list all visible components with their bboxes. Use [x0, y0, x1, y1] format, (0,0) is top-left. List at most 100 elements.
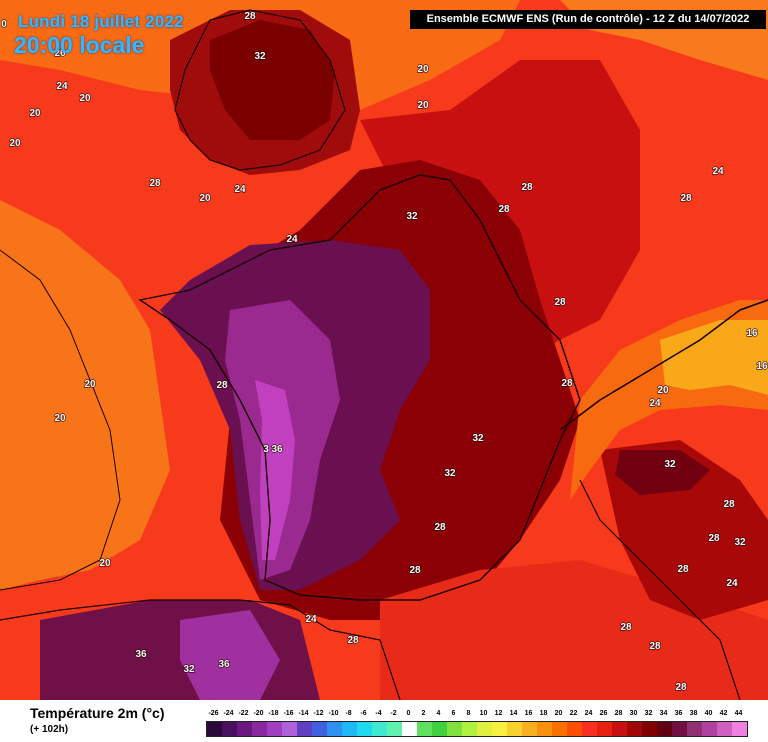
legend-tick-label: -18	[268, 710, 279, 717]
coastline-italy	[579, 479, 741, 700]
isotherm-label: 26	[54, 48, 66, 59]
legend-swatch	[207, 722, 222, 736]
legend-swatch	[327, 722, 342, 736]
legend-swatch	[672, 722, 687, 736]
legend-tick-label: 38	[689, 710, 698, 717]
time-title: 20:00 locale	[14, 32, 145, 58]
isotherm-label: 32	[444, 468, 456, 479]
isotherm-label: 28	[521, 182, 533, 193]
isotherm-label: 0	[1, 19, 7, 30]
isotherm-label: 20	[29, 108, 41, 119]
legend-swatch	[417, 722, 432, 736]
isotherm-label: 28	[723, 499, 735, 510]
legend-swatch	[462, 722, 477, 736]
legend-tick-label: -20	[253, 710, 264, 717]
isotherm-label: 20	[79, 93, 91, 104]
legend-tick-label: -26	[208, 710, 219, 717]
isotherm-label: 28	[675, 682, 687, 693]
coastline-west	[0, 249, 121, 591]
coastline-uk	[174, 9, 346, 171]
legend-tick-label: 28	[614, 710, 623, 717]
legend-tick-label: -6	[360, 710, 367, 717]
isotherm-label: 20	[84, 379, 96, 390]
legend-swatch	[477, 722, 492, 736]
isotherm-label: 24	[649, 398, 661, 409]
legend-swatch	[687, 722, 702, 736]
temperature-map: 28 32 26 24 20 20 20 20 28 24 20 24 32 28 28 24 28 28 16 16…	[0, 0, 768, 700]
isotherm-label: 32	[183, 664, 195, 675]
coastline-france	[138, 174, 581, 601]
isotherm-label: 28	[620, 622, 632, 633]
legend-tick-label: 36	[674, 710, 683, 717]
legend-tick-label: 16	[524, 710, 533, 717]
isotherm-label: 32	[472, 433, 484, 444]
isotherm-label: 24	[286, 234, 298, 245]
legend-swatch	[297, 722, 312, 736]
isotherm-label: 3	[263, 444, 269, 455]
legend-swatch	[597, 722, 612, 736]
legend-swatch	[732, 722, 747, 736]
legend-swatch	[492, 722, 507, 736]
legend-tick-label: 18	[539, 710, 548, 717]
legend-color-scale	[206, 721, 748, 737]
field-italy-core	[615, 450, 710, 495]
isotherm-label: 28	[498, 204, 510, 215]
legend-tick-label: 40	[704, 710, 713, 717]
field-alps-yellow	[660, 320, 768, 395]
coastline-iberia	[0, 599, 401, 700]
isotherm-label: 24	[712, 166, 724, 177]
field-uk-core	[210, 20, 335, 140]
legend-tick-label: -4	[375, 710, 382, 717]
isotherm-label: 20	[417, 64, 429, 75]
legend-swatch	[507, 722, 522, 736]
legend-swatch	[717, 722, 732, 736]
legend-swatch	[372, 722, 387, 736]
legend-swatch	[522, 722, 537, 736]
isotherm-label: 28	[347, 635, 359, 646]
isotherm-label: 32	[664, 459, 676, 470]
isotherm-label: 20	[9, 138, 21, 149]
legend-tick-label: 2	[421, 710, 426, 717]
legend-swatch	[387, 722, 402, 736]
legend-tick-label: 42	[719, 710, 728, 717]
isotherm-label: 28	[149, 178, 161, 189]
legend-scale-labels: -26 -24 -22 -20 -18 -16 -14 -12 -10 -8 -6 -4 -2 0 2 4 6 8…	[206, 710, 746, 720]
isotherm-label: 20	[417, 100, 429, 111]
legend-swatch	[252, 722, 267, 736]
legend-tick-label: 44	[734, 710, 743, 717]
isotherm-label: 20	[657, 385, 669, 396]
isotherm-label: 24	[56, 81, 68, 92]
isotherm-label: 28	[434, 522, 446, 533]
legend-forecast-hour: (+ 102h)	[30, 724, 69, 735]
legend-swatch	[447, 722, 462, 736]
isotherm-label: 28	[649, 641, 661, 652]
field-spain-pink	[180, 610, 280, 700]
isotherm-label: 28	[409, 565, 421, 576]
legend-swatch	[702, 722, 717, 736]
isotherm-label: 16	[746, 328, 758, 339]
legend-tick-label: -24	[223, 710, 234, 717]
legend-tick-label: 32	[644, 710, 653, 717]
isotherm-label: 28	[244, 11, 256, 22]
legend-tick-label: -8	[345, 710, 352, 717]
isotherm-label: 28	[708, 533, 720, 544]
legend-tick-label: 10	[479, 710, 488, 717]
legend-tick-label: -10	[328, 710, 339, 717]
isotherm-label: 28	[680, 193, 692, 204]
legend-swatch	[402, 722, 417, 736]
legend-swatch	[582, 722, 597, 736]
legend-tick-label: -2	[390, 710, 397, 717]
isotherm-label: 24	[305, 614, 317, 625]
isotherm-label: 24	[234, 184, 246, 195]
legend-swatch	[552, 722, 567, 736]
legend-tick-label: 24	[584, 710, 593, 717]
model-run-header: Ensemble ECMWF ENS (Run de contrôle) - 1…	[410, 10, 766, 29]
legend-swatch	[567, 722, 582, 736]
legend-swatch	[642, 722, 657, 736]
field-atlantic-orange	[0, 200, 170, 590]
isotherm-labels: 28 32 26 24 20 20 20 20 28 24 20 24 32 28 28 24 28 28 16 16…	[1, 10, 768, 693]
legend-tick-label: 34	[659, 710, 668, 717]
isotherm-label: 28	[677, 564, 689, 575]
legend-tick-label: -16	[283, 710, 294, 717]
